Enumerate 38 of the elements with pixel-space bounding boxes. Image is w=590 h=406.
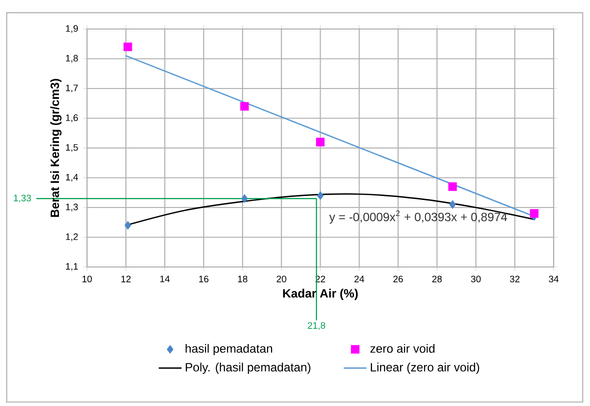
x-tick-label: 30	[471, 276, 481, 282]
legend-label: zero air void	[370, 344, 434, 353]
y-tick-label: 1,8	[66, 54, 78, 63]
x-tick-label: 24	[354, 276, 364, 282]
x-tick-label: 20	[276, 276, 286, 282]
legend-label: Linear (zero air void)	[370, 362, 480, 374]
point	[241, 194, 248, 203]
x-tick-label: 10	[82, 276, 92, 282]
x-tick-label: 12	[121, 276, 131, 282]
x-tick-label: 28	[432, 276, 442, 282]
x-tick-label: 26	[393, 276, 403, 282]
x-tick-label: 18	[238, 276, 248, 282]
y-tick-label: 1,7	[66, 84, 78, 92]
x-tick-label: 16	[199, 276, 208, 282]
point	[449, 200, 456, 209]
y-tick-label: 1,2	[66, 233, 78, 242]
legend-label: hasil pemadatan	[186, 344, 272, 356]
y-tick-label: 1,1	[66, 263, 78, 271]
point	[240, 102, 249, 111]
point	[530, 209, 538, 218]
x-tick-label: 14	[160, 276, 170, 282]
y-tick-label: 1,4	[66, 174, 78, 182]
point	[448, 182, 457, 191]
point	[124, 221, 132, 230]
y-tick-label: 1,9	[66, 25, 78, 33]
y-tick-label: 1,3	[66, 204, 78, 212]
y-tick-label: 1,6	[66, 114, 78, 122]
legend-label: Poly. (hasil pemadatan)	[186, 362, 310, 374]
ref-line-label: 1,33	[14, 194, 31, 202]
point	[316, 138, 325, 146]
x-tick-label: 34	[548, 276, 559, 282]
point	[317, 191, 324, 200]
y-tick-label: 1,5	[66, 144, 78, 152]
ref-line-label: 21,8	[308, 322, 326, 330]
point	[124, 42, 132, 52]
annotation: y = -0,0009x$^{2}$ + 0,0393x + 0,8974	[329, 210, 508, 224]
x-tick-label: 32	[510, 276, 520, 282]
y-axis-title: Berat Isi Kering (gr/cm3)	[50, 78, 62, 217]
